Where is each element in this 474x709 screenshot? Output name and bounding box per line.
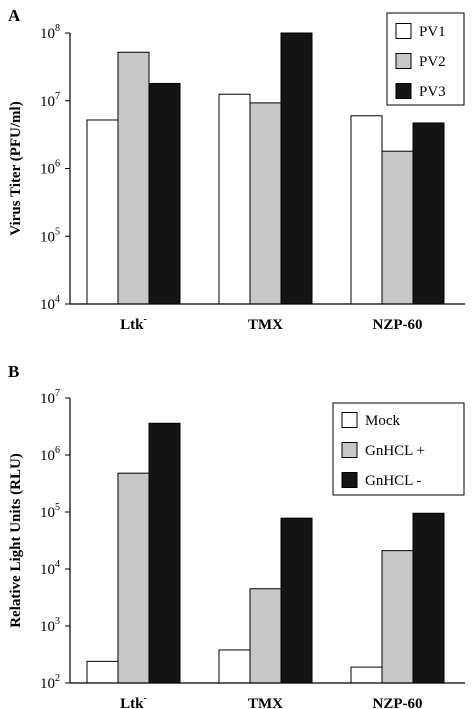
y-tick-exponent: 7 (55, 388, 60, 399)
bar-pv1-tmx (218, 93, 251, 305)
category-name: TMX (248, 317, 283, 333)
legend-swatch (395, 23, 412, 39)
y-tick-label: 105 (40, 226, 60, 245)
y-tick-exponent: 8 (55, 23, 60, 34)
x-category-label-tmx: TMX (248, 317, 283, 333)
y-tick-label: 107 (40, 388, 60, 407)
bar-pv1-ltk (86, 119, 119, 305)
y-tick-exponent: 5 (55, 502, 60, 513)
y-tick-exponent: 7 (55, 91, 60, 102)
y-tick-exponent: 6 (55, 445, 60, 456)
y-tick-base: 10 (40, 562, 55, 578)
bar-pv3-nzp-60 (412, 122, 445, 305)
y-tick-base: 10 (40, 505, 55, 521)
x-category-label-ltk: Ltk- (120, 693, 147, 709)
y-tick-exponent: 3 (55, 616, 60, 627)
legend-swatch (395, 53, 412, 69)
category-name: Ltk (120, 696, 144, 709)
y-tick-label: 104 (40, 294, 60, 313)
y-tick-base: 10 (40, 391, 55, 407)
y-tick-label: 104 (40, 559, 60, 578)
legend-swatch (341, 442, 358, 458)
bar-gnhcl-ltk (117, 472, 150, 684)
legend-swatch (341, 412, 358, 428)
x-category-label-tmx: TMX (248, 696, 283, 709)
legend-label: PV1 (419, 24, 446, 40)
bar-gnhcl-tmx (280, 517, 313, 684)
bar-mock-nzp-60 (350, 666, 383, 684)
y-tick-exponent: 5 (55, 226, 60, 237)
x-category-label-nzp-60: NZP-60 (373, 317, 423, 333)
legend-label: GnHCL - (365, 473, 422, 489)
y-axis-label: Virus Titer (PFU/ml) (8, 101, 24, 235)
bar-gnhcl-ltk (148, 422, 181, 684)
legend-label: PV2 (419, 54, 446, 70)
y-tick-base: 10 (40, 676, 55, 692)
bar-pv3-ltk (148, 82, 181, 305)
bar-mock-ltk (86, 660, 119, 684)
y-tick-base: 10 (40, 297, 55, 313)
bar-pv2-tmx (249, 102, 282, 305)
legend-label: Mock (365, 413, 400, 429)
bar-pv3-tmx (280, 32, 313, 305)
y-axis-label: Relative Light Units (RLU) (8, 453, 24, 628)
bar-gnhcl-tmx (249, 588, 282, 684)
y-tick-exponent: 4 (55, 559, 60, 570)
y-tick-exponent: 6 (55, 159, 60, 170)
panel-letter: B (8, 362, 19, 381)
y-tick-label: 107 (40, 91, 60, 110)
y-tick-exponent: 2 (55, 673, 60, 684)
category-name: NZP-60 (373, 317, 423, 333)
bar-pv1-nzp-60 (350, 115, 383, 305)
y-tick-label: 102 (40, 673, 60, 692)
y-tick-exponent: 4 (55, 294, 60, 305)
y-tick-base: 10 (40, 619, 55, 635)
legend: Mock GnHCL + GnHCL - (332, 402, 465, 496)
bar-pv2-ltk (117, 51, 150, 305)
y-tick-label: 103 (40, 616, 60, 635)
category-name: Ltk (120, 317, 144, 333)
y-tick-base: 10 (40, 448, 55, 464)
y-tick-label: 106 (40, 445, 60, 464)
y-tick-base: 10 (40, 229, 55, 245)
legend-label: PV3 (419, 84, 446, 100)
bar-pv2-nzp-60 (381, 150, 414, 305)
x-category-label-ltk: Ltk- (120, 314, 147, 333)
y-tick-base: 10 (40, 162, 55, 178)
y-tick-base: 10 (40, 26, 55, 42)
category-name: NZP-60 (373, 696, 423, 709)
legend-swatch (341, 472, 358, 488)
y-tick-base: 10 (40, 94, 55, 110)
y-tick-label: 106 (40, 159, 60, 178)
legend-label: GnHCL + (365, 443, 425, 459)
bar-gnhcl-nzp-60 (381, 550, 414, 684)
legend: PV1 PV2 PV3 (386, 12, 465, 106)
bar-mock-tmx (218, 649, 251, 684)
category-superscript: - (144, 314, 147, 325)
panel-letter: A (8, 6, 21, 25)
y-tick-label: 108 (40, 23, 60, 42)
category-name: TMX (248, 696, 283, 709)
x-category-label-nzp-60: NZP-60 (373, 696, 423, 709)
legend-swatch (395, 83, 412, 99)
y-tick-label: 105 (40, 502, 60, 521)
category-superscript: - (144, 693, 147, 704)
bar-gnhcl-nzp-60 (412, 512, 445, 684)
